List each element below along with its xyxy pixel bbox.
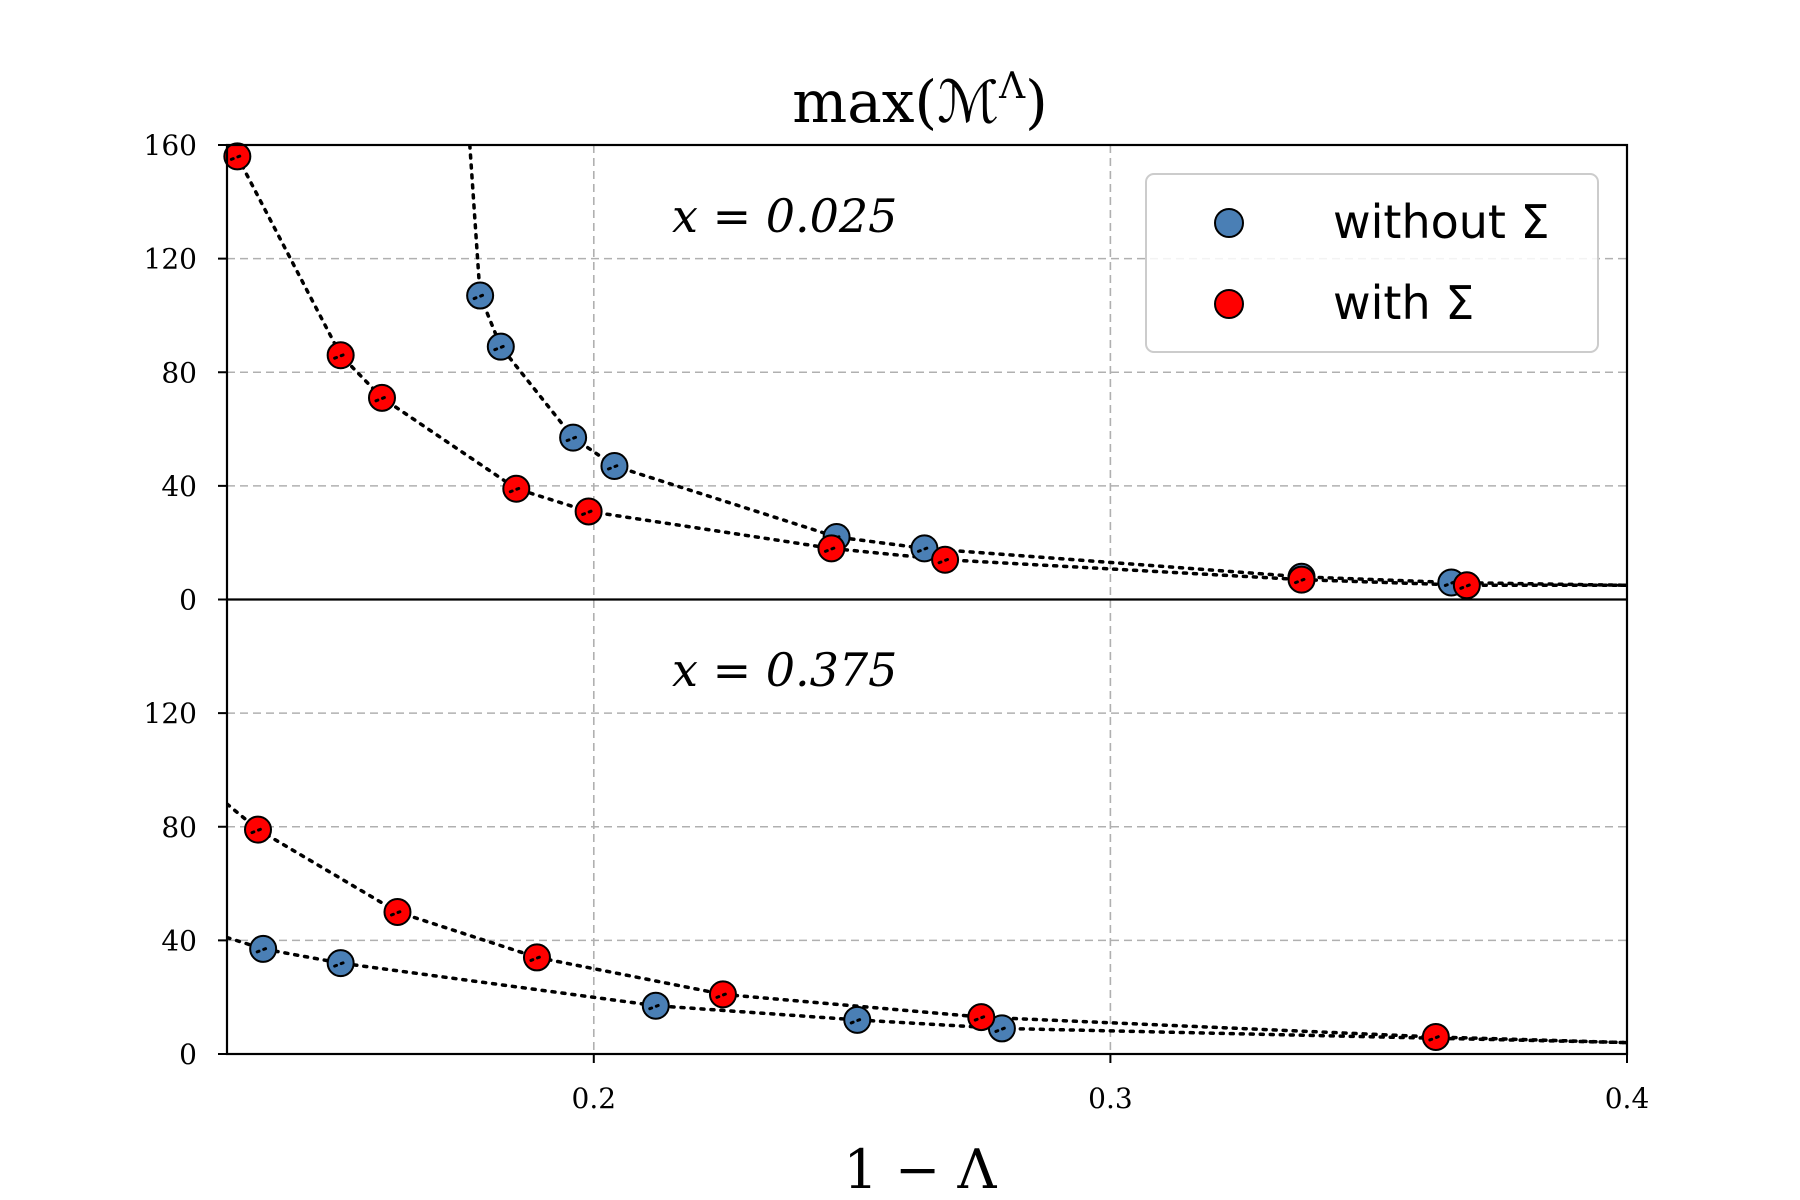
y-tick-label: 160 (144, 129, 197, 162)
fit-line-overlay (493, 343, 510, 352)
fit-line-overlay (389, 908, 406, 917)
fit-line-overlay (916, 544, 933, 553)
fit-line-overlay (529, 953, 546, 962)
y-tick-label: 120 (144, 697, 197, 730)
fit-line-overlay (849, 1016, 866, 1025)
legend-marker-with-sigma (1214, 289, 1244, 319)
chart-title: max(ℳΛ) (792, 66, 1048, 136)
legend: without Σ with Σ (1145, 173, 1599, 353)
fit-line-overlay (250, 826, 267, 835)
fit-line-overlay (229, 152, 246, 161)
panel-annotation-bottom: x = 0.375 (672, 643, 897, 697)
fit-line-overlay (973, 1013, 990, 1022)
legend-label-with-sigma: with Σ (1333, 276, 1474, 330)
fit-line-overlay (255, 945, 272, 954)
panel-annotation-top: x = 0.025 (672, 189, 897, 243)
x-tick-label: 0.2 (572, 1082, 617, 1115)
legend-marker-without-sigma (1214, 208, 1244, 238)
fit-line (235, 154, 1627, 588)
fit-line-overlay (606, 462, 623, 471)
fit-line-overlay (581, 507, 598, 516)
y-tick-label: 0 (179, 584, 197, 617)
fit-line-overlay (1428, 1033, 1445, 1042)
legend-label-without-sigma: without Σ (1333, 195, 1550, 249)
fit-line-overlay (333, 351, 350, 360)
fit-line-overlay (472, 292, 489, 301)
x-axis-label: 1 − Λ (844, 1138, 998, 1200)
x-tick-label: 0.3 (1088, 1082, 1133, 1115)
fit-line-overlay (648, 1002, 665, 1011)
fit-line (227, 802, 1627, 1045)
fit-line-overlay (937, 556, 954, 565)
tick-layer: 0.2 0.3 0.4 0 40 80 120 160 0 40 80 120 (144, 129, 1650, 1115)
fit-line-overlay (1294, 576, 1311, 585)
legend-box (1145, 173, 1599, 353)
y-tick-label: 80 (161, 356, 197, 389)
fit-line-overlay (1443, 578, 1460, 587)
fit-line-overlay (715, 990, 732, 999)
fit-line-overlay (508, 485, 525, 494)
marker-layer (223, 142, 1481, 1051)
x-tick-label: 0.4 (1605, 1082, 1650, 1115)
y-tick-label: 40 (161, 924, 197, 957)
fit-line-overlay (994, 1024, 1011, 1033)
y-tick-label: 0 (179, 1038, 197, 1071)
fit-line-overlay (565, 434, 582, 443)
fit-line-overlay (374, 394, 391, 403)
fit-line-overlay (1459, 581, 1476, 590)
y-tick-label: 40 (161, 470, 197, 503)
fit-line-overlay (823, 544, 840, 553)
y-tick-label: 120 (144, 243, 197, 276)
y-tick-label: 80 (161, 811, 197, 844)
fit-line-overlay (333, 959, 350, 968)
fit-line (468, 145, 1627, 588)
